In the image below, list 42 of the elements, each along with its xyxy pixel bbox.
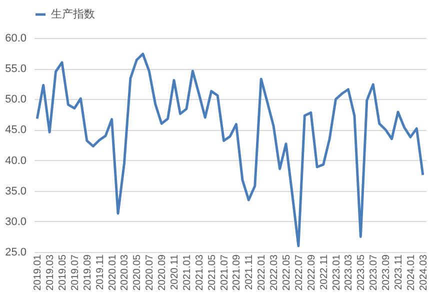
y-tick-label: 50.0 <box>5 94 26 106</box>
x-tick-label: 2020.05 <box>132 254 144 291</box>
x-tick-label: 2019.09 <box>82 254 94 291</box>
x-tick-label: 2021.09 <box>232 254 243 291</box>
x-tick-label: 2020.07 <box>144 254 156 291</box>
x-tick-label: 2019.01 <box>32 254 44 291</box>
legend-label: 生产指数 <box>51 8 95 20</box>
x-tick-label: 2022.01 <box>256 254 268 291</box>
x-tick-label: 2021.11 <box>244 254 256 290</box>
x-tick-label: 2021.07 <box>219 254 230 291</box>
x-tick-label: 2023.03 <box>344 254 355 291</box>
x-tick-label: 2019.03 <box>45 254 56 291</box>
x-tick-label: 2019.07 <box>70 254 81 291</box>
y-tick-label: 30.0 <box>5 216 26 228</box>
x-tick-label: 2021.05 <box>206 254 218 291</box>
x-tick-label: 2019.11 <box>94 254 106 290</box>
x-tick-label: 2023.01 <box>331 254 342 291</box>
y-tick-label: 25.0 <box>5 246 26 258</box>
x-tick-label: 2022.03 <box>269 254 280 291</box>
x-tick-label: 2020.09 <box>157 254 168 291</box>
x-tick-label: 2021.03 <box>194 254 206 291</box>
x-tick-label: 2023.07 <box>368 254 380 291</box>
y-tick-label: 45.0 <box>5 124 26 136</box>
x-tick-label: 2019.05 <box>58 254 68 291</box>
x-tick-label: 2024.01 <box>406 254 417 291</box>
x-tick-label: 2021.01 <box>182 254 193 291</box>
x-tick-label: 2022.09 <box>306 254 318 291</box>
x-tick-label: 2020.03 <box>120 254 131 291</box>
x-tick-label: 2020.11 <box>170 254 180 290</box>
y-tick-label: 55.0 <box>5 63 26 76</box>
x-tick-label: 2023.05 <box>356 254 368 291</box>
y-tick-label: 40.0 <box>5 154 26 167</box>
line-series <box>36 52 424 248</box>
x-tick-label: 2020.01 <box>107 254 118 291</box>
y-tick-label: 35.0 <box>5 185 26 198</box>
x-tick-label: 2023.11 <box>394 254 404 290</box>
x-tick-label: 2022.05 <box>282 254 292 291</box>
x-tick-label: 2022.11 <box>318 254 330 290</box>
x-tick-label: 2024.03 <box>418 254 430 291</box>
x-tick-label: 2022.07 <box>294 254 305 291</box>
x-tick-label: 2023.09 <box>381 254 392 291</box>
y-tick-label: 60.0 <box>5 32 26 44</box>
